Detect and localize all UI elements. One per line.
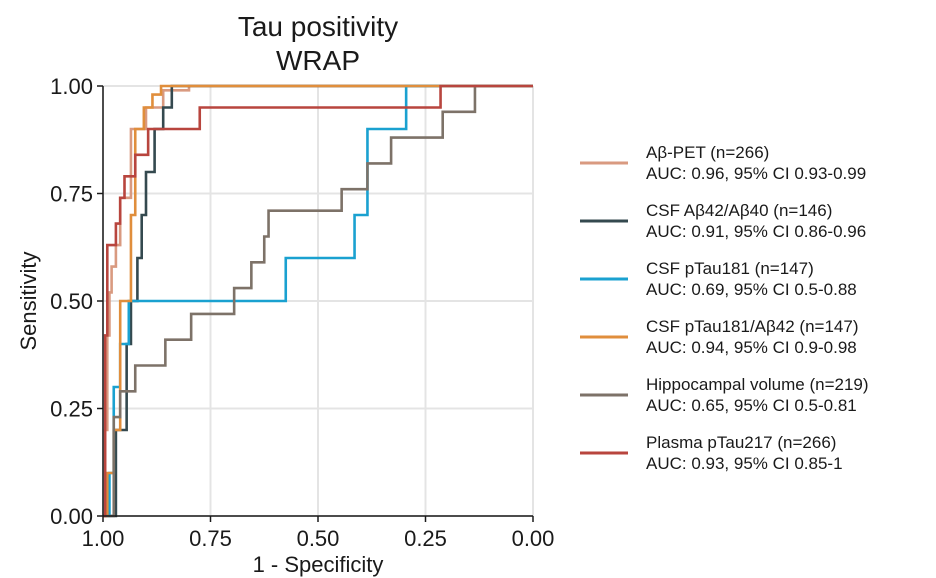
legend-auc-label-5: AUC: 0.93, 95% CI 0.85-1 xyxy=(646,454,843,473)
x-axis-label: 1 - Specificity xyxy=(253,552,384,577)
legend-auc-label-1: AUC: 0.91, 95% CI 0.86-0.96 xyxy=(646,222,866,241)
x-tick-label-4: 0.00 xyxy=(512,526,555,551)
x-tick-label-2: 0.50 xyxy=(297,526,340,551)
legend-series-name-1: CSF Aβ42/Aβ40 (n=146) xyxy=(646,201,832,220)
roc-curve-5 xyxy=(103,84,533,518)
roc-curve-0 xyxy=(103,84,533,518)
x-tick-label-1: 0.75 xyxy=(189,526,232,551)
x-axis-ticks: 1.00 0.75 0.50 0.25 0.00 xyxy=(82,516,555,551)
y-tick-label-4: 1.00 xyxy=(50,74,93,99)
legend-series-name-3: CSF pTau181/Aβ42 (n=147) xyxy=(646,317,859,336)
roc-curves xyxy=(103,84,533,518)
y-tick-label-2: 0.50 xyxy=(50,289,93,314)
y-tick-label-1: 0.25 xyxy=(50,397,93,422)
roc-curve-4 xyxy=(103,84,533,518)
legend-auc-label-4: AUC: 0.65, 95% CI 0.5-0.81 xyxy=(646,396,857,415)
legend-series-name-0: Aβ-PET (n=266) xyxy=(646,143,769,162)
y-tick-label-3: 0.75 xyxy=(50,182,93,207)
legend-series-name-4: Hippocampal volume (n=219) xyxy=(646,375,869,394)
chart-title-line-2: WRAP xyxy=(276,45,360,76)
chart-title-line-1: Tau positivity xyxy=(238,11,398,42)
x-tick-label-3: 0.25 xyxy=(404,526,447,551)
legend: Aβ-PET (n=266) AUC: 0.96, 95% CI 0.93-0.9… xyxy=(580,143,869,473)
x-tick-label-0: 1.00 xyxy=(82,526,125,551)
y-axis-ticks: 0.00 0.25 0.50 0.75 1.00 xyxy=(50,74,103,529)
legend-auc-label-2: AUC: 0.69, 95% CI 0.5-0.88 xyxy=(646,280,857,299)
legend-series-name-2: CSF pTau181 (n=147) xyxy=(646,259,814,278)
y-tick-label-0: 0.00 xyxy=(50,504,93,529)
roc-curve-1 xyxy=(103,84,533,518)
legend-series-name-5: Plasma pTau217 (n=266) xyxy=(646,433,836,452)
y-axis-label: Sensitivity xyxy=(16,251,41,350)
legend-auc-label-3: AUC: 0.94, 95% CI 0.9-0.98 xyxy=(646,338,857,357)
legend-auc-label-0: AUC: 0.96, 95% CI 0.93-0.99 xyxy=(646,164,866,183)
